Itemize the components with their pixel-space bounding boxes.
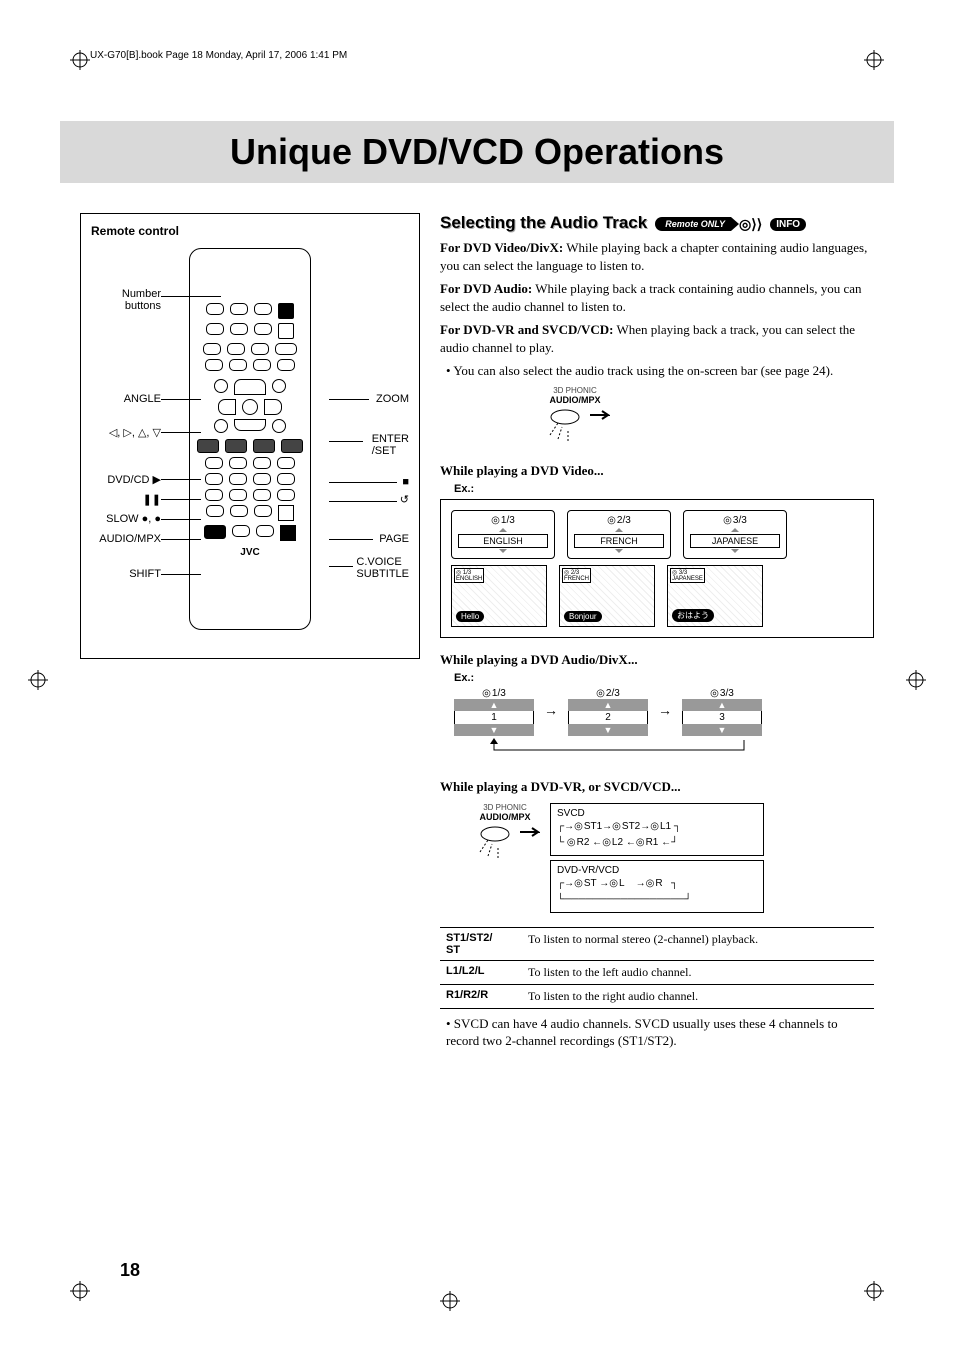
section-title: Selecting the Audio Track bbox=[440, 213, 647, 233]
section-header: Selecting the Audio Track Remote ONLY ◎⟩… bbox=[440, 213, 874, 233]
label-arrows: ◁, ▷, △, ▽ bbox=[91, 426, 161, 439]
remote-control-panel: Remote control Number buttons ANGLE ◁, ▷… bbox=[80, 213, 420, 659]
remote-title: Remote control bbox=[91, 224, 409, 238]
ex-label-2: Ex.: bbox=[454, 672, 874, 684]
right-column: Selecting the Audio Track Remote ONLY ◎⟩… bbox=[440, 213, 874, 1056]
crop-mark-icon bbox=[906, 670, 926, 690]
crop-mark-icon bbox=[864, 1281, 884, 1301]
svcd-mode-box: SVCD ┌→ST1→ST2→L1 ┐ └ R2 ←L2 ←R1 ←┘ bbox=[550, 803, 764, 856]
sub-dvdaudio: While playing a DVD Audio/DivX... bbox=[440, 652, 874, 668]
tv-3: ◎ 3/3JAPANESE おはよう bbox=[667, 565, 763, 627]
table-row: R1/R2/R To listen to the right audio cha… bbox=[440, 984, 874, 1008]
tv-row: ◎ 1/3ENGLISH Hello ◎ 2/3FRENCH Bonjour ◎… bbox=[451, 565, 863, 627]
track-box-2: 2/3 FRENCH bbox=[567, 510, 671, 559]
table-row: L1/L2/L To listen to the left audio chan… bbox=[440, 960, 874, 984]
svcd-note: • SVCD can have 4 audio channels. SVCD u… bbox=[440, 1015, 874, 1050]
label-number-buttons: Number buttons bbox=[91, 288, 161, 312]
track-boxes: 1/3 ENGLISH 2/3 FRENCH 3/3 JAPA bbox=[451, 510, 863, 559]
crop-mark-icon bbox=[864, 50, 884, 70]
left-column: Remote control Number buttons ANGLE ◁, ▷… bbox=[80, 213, 420, 1056]
label-angle: ANGLE bbox=[91, 393, 161, 405]
label-repeat: ↺ bbox=[400, 493, 409, 506]
channel-table: ST1/ST2/ ST To listen to normal stereo (… bbox=[440, 927, 874, 1009]
table-row: ST1/ST2/ ST To listen to normal stereo (… bbox=[440, 927, 874, 960]
track-box-3: 3/3 JAPANESE bbox=[683, 510, 787, 559]
dvd-video-example: 1/3 ENGLISH 2/3 FRENCH 3/3 JAPA bbox=[440, 499, 874, 638]
crop-mark-icon bbox=[28, 670, 48, 690]
mini-remote-2: 3D PHONIC AUDIO/MPX bbox=[470, 803, 540, 866]
para-dvdaudio: For DVD Audio: While playing back a trac… bbox=[440, 280, 874, 315]
label-audiompx: AUDIO/MPX bbox=[91, 533, 161, 545]
audio-example: 1/3 ▲ 1 ▼ → 2/3 ▲ 2 ▼ → 3/3 ▲ 3 ▼ bbox=[454, 688, 874, 736]
mode-boxes: SVCD ┌→ST1→ST2→L1 ┐ └ R2 ←L2 ←R1 ←┘ DVD-… bbox=[550, 803, 764, 917]
sub-dvdvideo: While playing a DVD Video... bbox=[440, 463, 874, 479]
vr-example: 3D PHONIC AUDIO/MPX SVCD ┌→ST1→ST2→L1 ┐ … bbox=[470, 803, 874, 917]
remote-diagram: Number buttons ANGLE ◁, ▷, △, ▽ DVD/CD ▶… bbox=[91, 248, 409, 648]
label-pause: ❚❚ bbox=[91, 493, 161, 506]
sub-dvdvr: While playing a DVD-VR, or SVCD/VCD... bbox=[440, 779, 874, 795]
page: UX-G70[B].book Page 18 Monday, April 17,… bbox=[0, 0, 954, 1351]
tv-1: ◎ 1/3ENGLISH Hello bbox=[451, 565, 547, 627]
vcd-mode-box: DVD-VR/VCD ┌→ST →L →R ┐ └───────────────… bbox=[550, 860, 764, 913]
info-badge: INFO bbox=[770, 218, 806, 231]
label-stop: ■ bbox=[402, 476, 409, 488]
label-zoom: ZOOM bbox=[376, 393, 409, 405]
audio-box-3: 3/3 ▲ 3 ▼ bbox=[682, 688, 762, 736]
disc-icon: ◎⟩⟩ bbox=[739, 216, 762, 233]
crop-mark-icon bbox=[70, 1281, 90, 1301]
remote-only-badge: Remote ONLY bbox=[655, 217, 731, 231]
content-columns: Remote control Number buttons ANGLE ◁, ▷… bbox=[60, 213, 894, 1056]
mini-remote-1: 3D PHONIC AUDIO/MPX bbox=[540, 386, 610, 449]
label-shift: SHIFT bbox=[91, 568, 161, 580]
track-box-1: 1/3 ENGLISH bbox=[451, 510, 555, 559]
arrow-icon: → bbox=[658, 704, 672, 720]
audio-box-2: 2/3 ▲ 2 ▼ bbox=[568, 688, 648, 736]
page-title: Unique DVD/VCD Operations bbox=[60, 121, 894, 183]
bullet-onscreen: • You can also select the audio track us… bbox=[440, 362, 874, 380]
label-slow: SLOW ●, ● bbox=[91, 513, 161, 525]
audio-box-1: 1/3 ▲ 1 ▼ bbox=[454, 688, 534, 736]
label-dvdcd: DVD/CD ▶ bbox=[91, 473, 161, 486]
para-dvdvideo: For DVD Video/DivX: While playing back a… bbox=[440, 239, 874, 274]
arrow-icon: → bbox=[544, 704, 558, 720]
remote-brand: JVC bbox=[190, 547, 310, 558]
running-header: UX-G70[B].book Page 18 Monday, April 17,… bbox=[90, 50, 894, 61]
crop-mark-icon bbox=[70, 50, 90, 70]
ex-label-1: Ex.: bbox=[454, 483, 874, 495]
para-dvdvr: For DVD-VR and SVCD/VCD: When playing ba… bbox=[440, 321, 874, 356]
label-cvoice: C.VOICE SUBTITLE bbox=[356, 556, 409, 580]
label-page: PAGE bbox=[379, 533, 409, 545]
loop-arrow bbox=[454, 736, 774, 760]
label-enter: ENTER /SET bbox=[372, 433, 409, 457]
page-number: 18 bbox=[120, 1260, 140, 1281]
tv-2: ◎ 2/3FRENCH Bonjour bbox=[559, 565, 655, 627]
remote-press-icon bbox=[540, 407, 610, 447]
crop-mark-icon bbox=[440, 1291, 460, 1311]
remote-body: JVC bbox=[189, 248, 311, 630]
